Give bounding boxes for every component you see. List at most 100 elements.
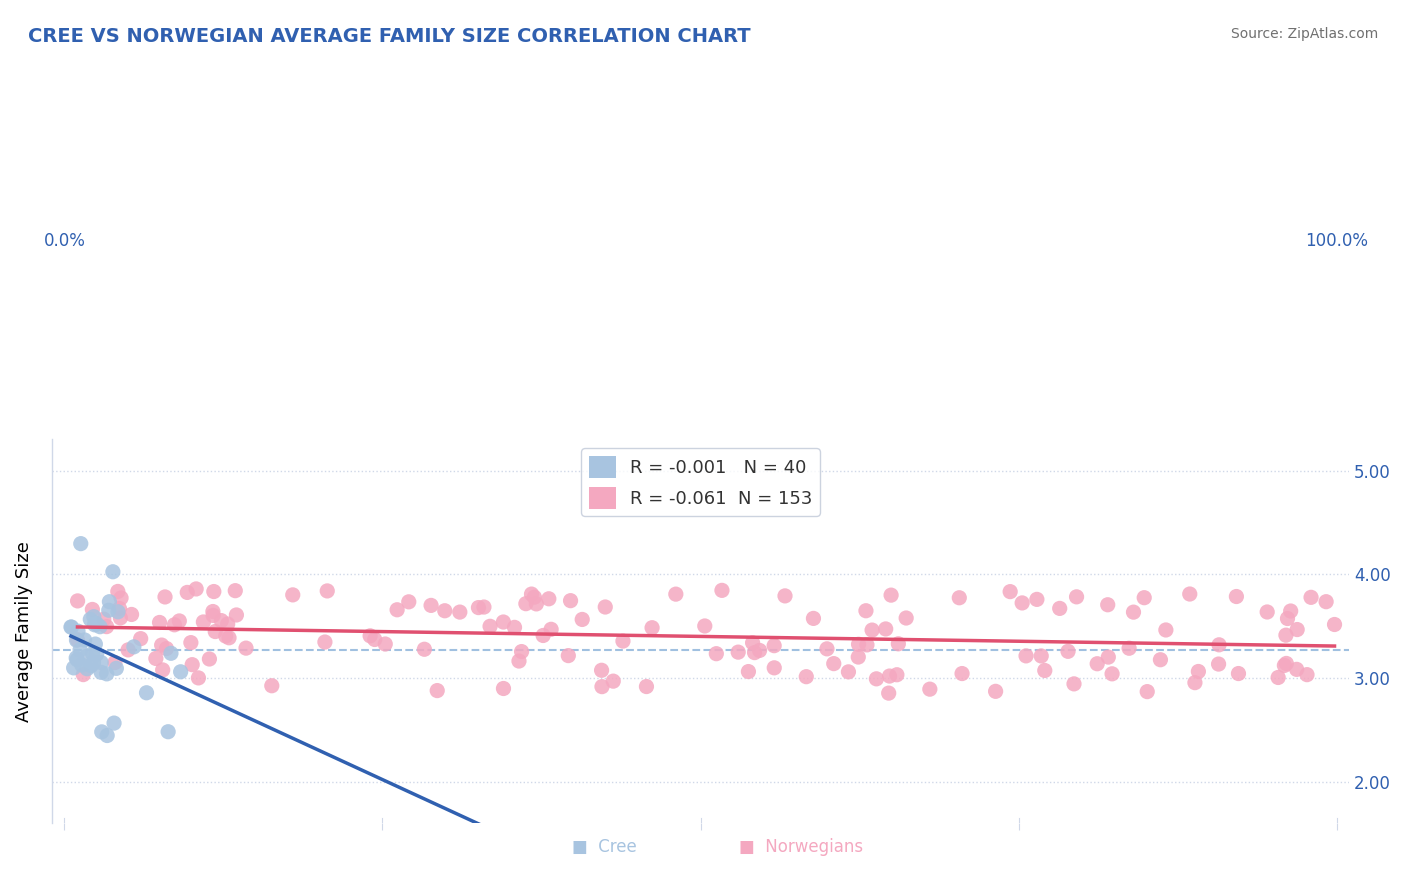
- Point: [860, 623, 883, 637]
- Point: [1136, 684, 1159, 698]
- Text: 0.0%: 0.0%: [44, 232, 86, 250]
- Point: [918, 682, 941, 697]
- Point: [848, 637, 870, 651]
- Point: [193, 615, 215, 629]
- Point: [398, 595, 420, 609]
- Point: [314, 635, 336, 649]
- Point: [449, 605, 471, 619]
- Point: [1184, 675, 1206, 690]
- Point: [531, 628, 554, 642]
- Point: [1031, 648, 1053, 663]
- Point: [1208, 638, 1230, 652]
- Point: [887, 637, 910, 651]
- Point: [202, 584, 225, 599]
- Point: [1118, 641, 1140, 656]
- Point: [145, 651, 167, 665]
- Point: [1149, 653, 1171, 667]
- Point: [96, 729, 118, 743]
- Point: [1227, 666, 1250, 681]
- Point: [260, 679, 283, 693]
- Point: [224, 583, 246, 598]
- Point: [60, 620, 83, 634]
- Point: [665, 587, 688, 601]
- Point: [1274, 658, 1296, 673]
- Point: [763, 661, 786, 675]
- Point: [727, 645, 749, 659]
- Point: [865, 672, 887, 686]
- Point: [90, 665, 112, 680]
- Point: [773, 589, 796, 603]
- Point: [98, 595, 121, 609]
- Point: [1101, 666, 1123, 681]
- Point: [1011, 596, 1033, 610]
- Point: [359, 629, 381, 643]
- Point: [763, 639, 786, 653]
- Point: [896, 611, 918, 625]
- Point: [66, 594, 89, 608]
- Point: [803, 611, 825, 625]
- Point: [591, 680, 613, 694]
- Point: [693, 619, 716, 633]
- Point: [815, 641, 838, 656]
- Point: [82, 602, 104, 616]
- Point: [66, 624, 89, 639]
- Point: [181, 657, 204, 672]
- Point: [160, 646, 183, 660]
- Point: [62, 661, 84, 675]
- Point: [846, 650, 869, 665]
- Point: [176, 585, 198, 599]
- Point: [1049, 601, 1071, 615]
- Text: ■  Cree: ■ Cree: [572, 838, 637, 856]
- Point: [591, 663, 613, 677]
- Point: [1277, 611, 1299, 625]
- Point: [169, 665, 191, 679]
- Point: [96, 666, 118, 681]
- Point: [180, 635, 202, 649]
- Point: [1122, 605, 1144, 619]
- Point: [420, 599, 443, 613]
- Point: [385, 603, 408, 617]
- Point: [508, 654, 530, 668]
- Point: [83, 617, 105, 632]
- Point: [515, 597, 537, 611]
- Point: [121, 607, 143, 622]
- Point: [855, 604, 877, 618]
- Point: [186, 582, 208, 596]
- Point: [636, 680, 658, 694]
- Point: [641, 621, 664, 635]
- Point: [1063, 677, 1085, 691]
- Point: [153, 590, 176, 604]
- Point: [1267, 671, 1289, 685]
- Legend: R = -0.001   N = 40, R = -0.061  N = 153: R = -0.001 N = 40, R = -0.061 N = 153: [581, 449, 820, 516]
- Point: [65, 651, 87, 665]
- Point: [235, 641, 257, 656]
- Point: [467, 600, 489, 615]
- Point: [540, 623, 562, 637]
- Point: [69, 536, 91, 550]
- Point: [202, 608, 225, 623]
- Point: [364, 632, 387, 647]
- Point: [163, 617, 186, 632]
- Point: [879, 669, 901, 683]
- Point: [744, 646, 766, 660]
- Point: [593, 600, 616, 615]
- Point: [823, 657, 845, 671]
- Point: [69, 642, 91, 657]
- Point: [217, 617, 239, 632]
- Point: [984, 684, 1007, 698]
- Point: [948, 591, 970, 605]
- Point: [110, 591, 132, 605]
- Point: [1015, 648, 1038, 663]
- Point: [65, 633, 87, 648]
- Point: [433, 604, 456, 618]
- Point: [1208, 657, 1230, 671]
- Y-axis label: Average Family Size: Average Family Size: [15, 541, 32, 722]
- Point: [1066, 590, 1088, 604]
- Point: [856, 638, 879, 652]
- Point: [135, 686, 157, 700]
- Point: [209, 614, 232, 628]
- Point: [602, 674, 624, 689]
- Point: [748, 643, 770, 657]
- Point: [105, 661, 128, 675]
- Point: [218, 631, 240, 645]
